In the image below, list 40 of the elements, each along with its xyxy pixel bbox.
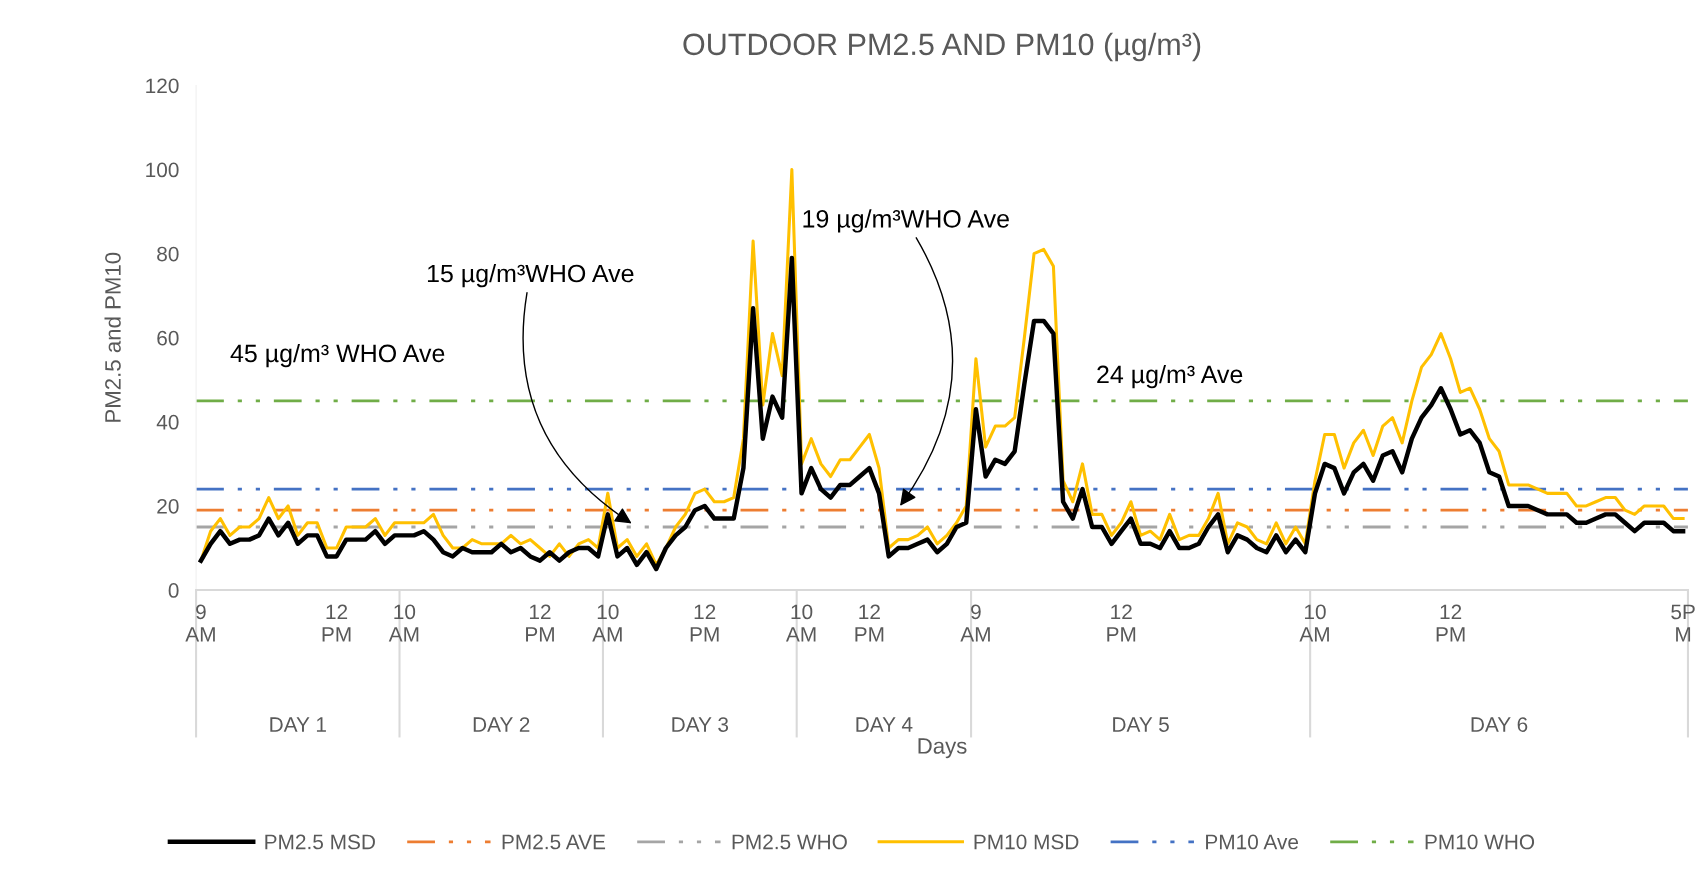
x-tick-label: 5P M xyxy=(1671,604,1695,642)
text: DAY 3 xyxy=(672,717,729,732)
x-tick-label: 10 AM xyxy=(785,604,816,642)
text: DAY 6 xyxy=(1471,717,1528,732)
x-axis-title: Days xyxy=(918,738,967,759)
y-tick-label: 0 xyxy=(168,583,179,598)
legend-label: PM2.5 AVE xyxy=(502,834,606,850)
y-tick-label: 120 xyxy=(146,78,179,94)
x-tick-label: 12 PM xyxy=(1107,604,1136,642)
x-tick-label: 10 AM xyxy=(592,604,622,642)
legend-label: PM10 WHO xyxy=(1425,834,1535,850)
annotation: 15 µg/m³WHO Ave xyxy=(427,263,634,288)
text: DAY 1 xyxy=(270,717,326,732)
legend-label: PM10 Ave xyxy=(1206,834,1299,850)
x-tick-label: 12 PM xyxy=(855,604,884,642)
x-tick-label: 9 AM xyxy=(960,604,990,642)
y-tick-label: 100 xyxy=(146,162,179,178)
text: DAY 2 xyxy=(473,717,530,732)
text: DAY 5 xyxy=(1113,717,1169,732)
y-tick-label: 80 xyxy=(157,246,179,262)
annotation: 45 µg/m³ WHO Ave xyxy=(230,343,445,368)
legend-label: PM2.5 WHO xyxy=(732,834,847,850)
y-tick-label: 20 xyxy=(157,498,179,514)
line-series xyxy=(198,255,1686,572)
annotation: 24 µg/m³ Ave xyxy=(1097,364,1243,389)
chart-title: OUTDOOR PM2.5 AND PM10 (µg/m³) xyxy=(683,32,1201,62)
x-tick-label: 12 PM xyxy=(690,604,719,642)
text: DAY 4 xyxy=(856,717,913,732)
y-tick-label: 60 xyxy=(157,330,179,346)
legend-label: PM10 MSD xyxy=(974,834,1079,850)
y-axis-title: PM2.5 and PM10 xyxy=(104,252,121,422)
x-tick-label: 12 PM xyxy=(322,604,351,642)
x-tick-label: 12 PM xyxy=(526,604,554,642)
annotation: 19 µg/m³WHO Ave xyxy=(803,209,1009,233)
x-tick-label: 10 AM xyxy=(1299,604,1329,642)
y-tick-label: 40 xyxy=(156,414,179,430)
x-tick-label: 10 AM xyxy=(388,604,419,642)
x-tick-label: 12 PM xyxy=(1436,604,1465,642)
x-tick-label: 9 AM xyxy=(185,604,215,642)
legend-label: PM2.5 MSD xyxy=(265,834,375,850)
